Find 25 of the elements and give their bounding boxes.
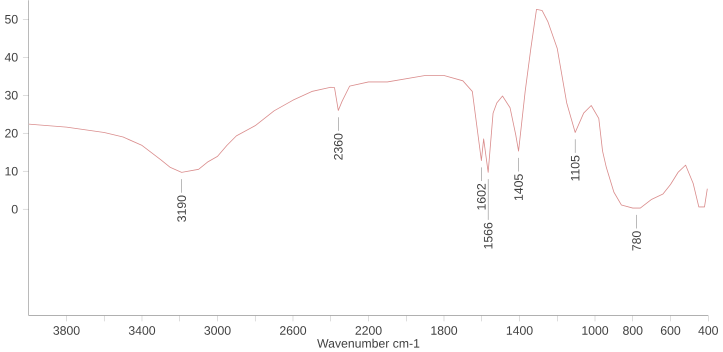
y-tick-label: 10 [5,166,18,176]
annotation: 1602 [477,184,486,210]
x-tick-label: 3400 [128,326,156,335]
x-tick-label: 400 [698,326,718,335]
y-tick-label: 30 [4,90,18,100]
x-axis-title: Wavenumber cm-1 [317,338,420,348]
annotation: 3190 [177,195,186,222]
annotation: 780 [632,231,641,250]
x-tick-label: 600 [660,326,680,335]
x-tick-label: 2600 [280,326,306,335]
x-tick-label: 2200 [356,326,382,335]
x-tick-label: 1400 [506,326,533,335]
y-tick-label: 0 [12,204,18,214]
x-tick-label: 3800 [53,326,80,335]
x-tick-label: 1000 [582,326,608,335]
x-tick-label: 3000 [204,326,231,335]
x-tick-label: 800 [623,326,642,335]
annotation: 1105 [570,156,580,180]
x-tick-label: 1800 [431,326,458,335]
y-tick-label: 50 [5,14,18,24]
annotation: 2360 [334,134,343,160]
y-tick-label: 40 [4,52,18,62]
annotation: 1566 [484,222,493,248]
y-tick-label: 20 [5,128,18,138]
annotation: 1405 [514,174,523,200]
